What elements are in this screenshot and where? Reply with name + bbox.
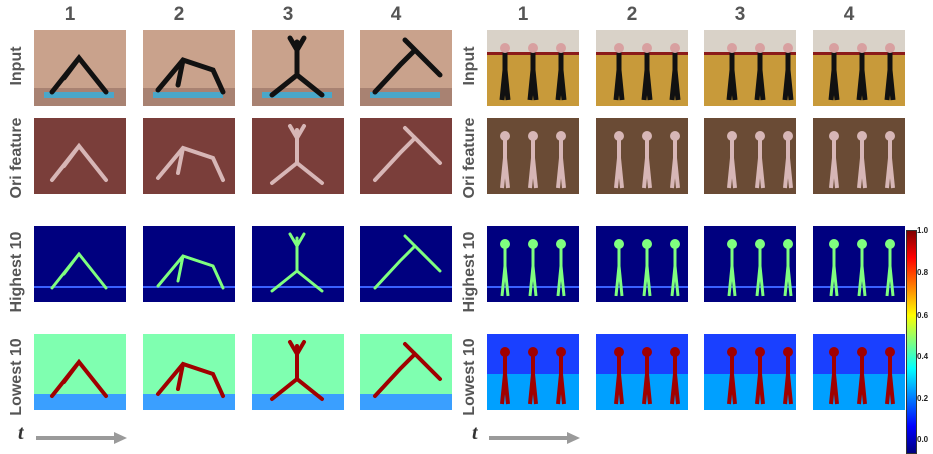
colorbar-tick-0.6: 0.6 xyxy=(917,311,929,320)
panel-right-ori-feature-1 xyxy=(487,118,579,194)
colorbar-tick-0.4: 0.4 xyxy=(917,352,929,361)
row-label-highest10-left: Highest 10 xyxy=(8,231,25,313)
panel-right-ori-feature-4 xyxy=(813,118,905,194)
row-label-ori-feature-left: Ori feature xyxy=(8,117,25,199)
panel-left-ori-feature-1 xyxy=(34,118,126,194)
row-label-input-left: Input xyxy=(8,46,25,86)
panel-left-ori-feature-3 xyxy=(252,118,344,194)
column-number-left-3: 3 xyxy=(282,4,294,25)
panel-left-lowest10-3 xyxy=(252,334,344,410)
colorbar-tick-1.0: 1.0 xyxy=(917,226,929,235)
row-label-ori-feature-right: Ori feature xyxy=(461,117,478,199)
panel-right-input-2 xyxy=(596,30,688,106)
colorbar-tick-0.2: 0.2 xyxy=(917,394,929,403)
panel-left-ori-feature-2 xyxy=(143,118,235,194)
panel-left-lowest10-1 xyxy=(34,334,126,410)
panel-left-lowest10-4 xyxy=(360,334,452,410)
column-number-right-4: 4 xyxy=(843,4,855,25)
panel-left-highest10-3 xyxy=(252,226,344,302)
panel-left-input-2 xyxy=(143,30,235,106)
panel-left-highest10-1 xyxy=(34,226,126,302)
time-axis-label-right: t xyxy=(472,422,478,444)
panel-left-highest10-4 xyxy=(360,226,452,302)
colorbar xyxy=(906,230,917,454)
panel-left-highest10-2 xyxy=(143,226,235,302)
time-arrow-left xyxy=(36,432,127,444)
panel-right-highest10-4 xyxy=(813,226,905,302)
column-number-right-3: 3 xyxy=(734,4,746,25)
panel-right-lowest10-2 xyxy=(596,334,688,410)
panel-right-highest10-3 xyxy=(704,226,796,302)
row-label-input-right: Input xyxy=(461,46,478,86)
column-number-right-1: 1 xyxy=(517,4,529,25)
panel-right-input-1 xyxy=(487,30,579,106)
panel-right-lowest10-3 xyxy=(704,334,796,410)
column-number-left-1: 1 xyxy=(64,4,76,25)
time-axis-label-left: t xyxy=(18,422,24,444)
panel-right-lowest10-4 xyxy=(813,334,905,410)
time-arrow-right xyxy=(489,432,580,444)
row-label-highest10-right: Highest 10 xyxy=(461,231,478,313)
colorbar-tick-0.0: 0.0 xyxy=(917,435,929,444)
panel-right-input-3 xyxy=(704,30,796,106)
panel-left-input-1 xyxy=(34,30,126,106)
panel-right-input-4 xyxy=(813,30,905,106)
column-number-left-4: 4 xyxy=(390,4,402,25)
panel-right-highest10-1 xyxy=(487,226,579,302)
panel-left-input-3 xyxy=(252,30,344,106)
panel-right-lowest10-1 xyxy=(487,334,579,410)
panel-right-ori-feature-2 xyxy=(596,118,688,194)
panel-left-ori-feature-4 xyxy=(360,118,452,194)
column-number-left-2: 2 xyxy=(173,4,185,25)
panel-left-lowest10-2 xyxy=(143,334,235,410)
column-number-right-2: 2 xyxy=(626,4,638,25)
colorbar-tick-0.8: 0.8 xyxy=(917,268,929,277)
panel-left-input-4 xyxy=(360,30,452,106)
row-label-lowest10-right: Lowest 10 xyxy=(461,338,478,416)
panel-right-highest10-2 xyxy=(596,226,688,302)
panel-right-ori-feature-3 xyxy=(704,118,796,194)
row-label-lowest10-left: Lowest 10 xyxy=(8,338,25,416)
